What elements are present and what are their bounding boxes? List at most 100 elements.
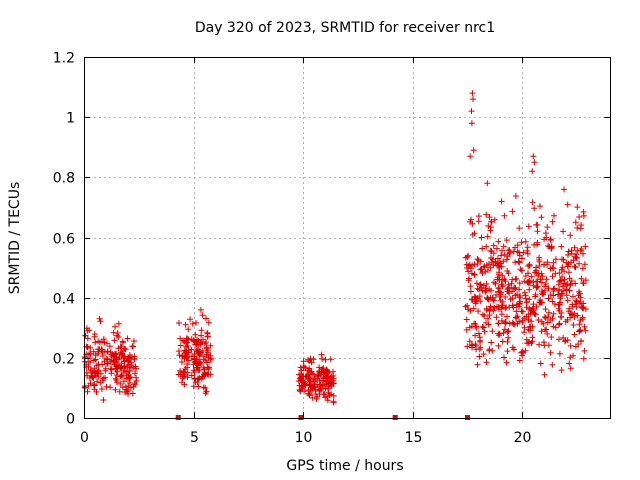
data-point <box>529 199 536 206</box>
data-point <box>524 250 531 257</box>
data-point <box>516 259 523 266</box>
data-point <box>106 343 113 350</box>
data-point <box>519 348 526 355</box>
data-point <box>90 381 97 388</box>
data-point <box>495 285 502 292</box>
data-point <box>473 324 480 331</box>
data-point <box>113 372 120 378</box>
data-point <box>300 379 306 386</box>
data-point <box>574 247 581 254</box>
data-point <box>571 331 578 338</box>
outlier-point <box>467 153 474 160</box>
data-point <box>113 354 120 361</box>
data-point <box>307 376 314 383</box>
data-point <box>118 344 125 350</box>
data-point <box>481 313 488 319</box>
data-point <box>565 260 572 267</box>
data-point <box>467 307 474 314</box>
data-point <box>551 301 558 307</box>
y-tick-label: 1.2 <box>53 51 75 67</box>
data-point <box>202 370 209 377</box>
data-point <box>560 228 567 235</box>
data-point <box>466 275 472 282</box>
data-point <box>571 263 578 270</box>
data-point <box>556 320 563 327</box>
data-point <box>559 283 566 290</box>
data-point <box>485 321 492 328</box>
data-point <box>101 349 108 356</box>
data-point <box>552 324 559 331</box>
data-point <box>310 371 317 378</box>
data-point <box>98 386 105 392</box>
data-point <box>89 374 96 381</box>
data-point <box>564 316 571 323</box>
data-point <box>576 328 583 335</box>
data-point <box>197 351 203 358</box>
data-point <box>535 270 542 277</box>
data-point <box>526 340 532 347</box>
data-point <box>556 307 563 314</box>
data-point <box>327 356 334 363</box>
zero-marker <box>175 415 181 420</box>
data-point <box>496 271 502 278</box>
data-point <box>541 261 548 268</box>
data-point <box>468 296 475 303</box>
data-point <box>550 286 557 293</box>
data-point <box>526 277 533 284</box>
data-point <box>550 310 557 317</box>
data-point <box>516 249 522 256</box>
data-point <box>309 394 316 401</box>
data-point <box>580 355 587 362</box>
data-point <box>97 318 104 325</box>
data-point <box>566 269 572 276</box>
data-point <box>499 247 505 254</box>
data-point <box>496 288 503 295</box>
data-point <box>549 264 556 271</box>
data-point <box>112 366 119 373</box>
outlier-point <box>469 90 476 97</box>
data-point <box>577 317 584 324</box>
data-point <box>498 306 505 312</box>
data-point <box>493 245 500 252</box>
data-point <box>201 340 208 347</box>
data-point <box>490 297 497 304</box>
data-point <box>115 334 122 340</box>
data-point <box>90 348 97 355</box>
data-point <box>550 292 557 299</box>
data-point <box>126 353 133 360</box>
data-point <box>101 339 108 346</box>
data-point <box>561 276 568 283</box>
data-point <box>526 261 533 268</box>
data-point <box>572 253 579 260</box>
data-point <box>117 380 124 387</box>
data-point <box>125 383 132 390</box>
data-point <box>128 364 134 371</box>
data-point <box>124 357 131 364</box>
data-point <box>502 294 509 300</box>
data-point <box>500 243 507 250</box>
data-point <box>95 338 102 345</box>
y-axis-label: SRMTID / TECUs <box>7 182 23 295</box>
data-point <box>496 293 503 300</box>
data-point <box>131 338 137 345</box>
data-point <box>198 332 205 339</box>
data-point <box>94 378 100 385</box>
data-point <box>488 218 495 225</box>
data-point <box>177 342 184 349</box>
data-point <box>198 327 205 334</box>
data-point <box>330 368 336 375</box>
data-point <box>110 357 117 364</box>
data-point <box>501 354 507 361</box>
data-point <box>531 205 538 212</box>
data-point <box>131 355 138 362</box>
data-point <box>531 310 538 317</box>
data-point <box>121 378 127 385</box>
data-point <box>525 311 532 318</box>
data-point <box>188 346 195 353</box>
data-point <box>123 368 130 375</box>
data-point <box>580 212 587 219</box>
data-point <box>115 320 122 327</box>
data-point <box>92 339 99 346</box>
data-point <box>465 268 472 275</box>
data-point <box>176 320 182 326</box>
